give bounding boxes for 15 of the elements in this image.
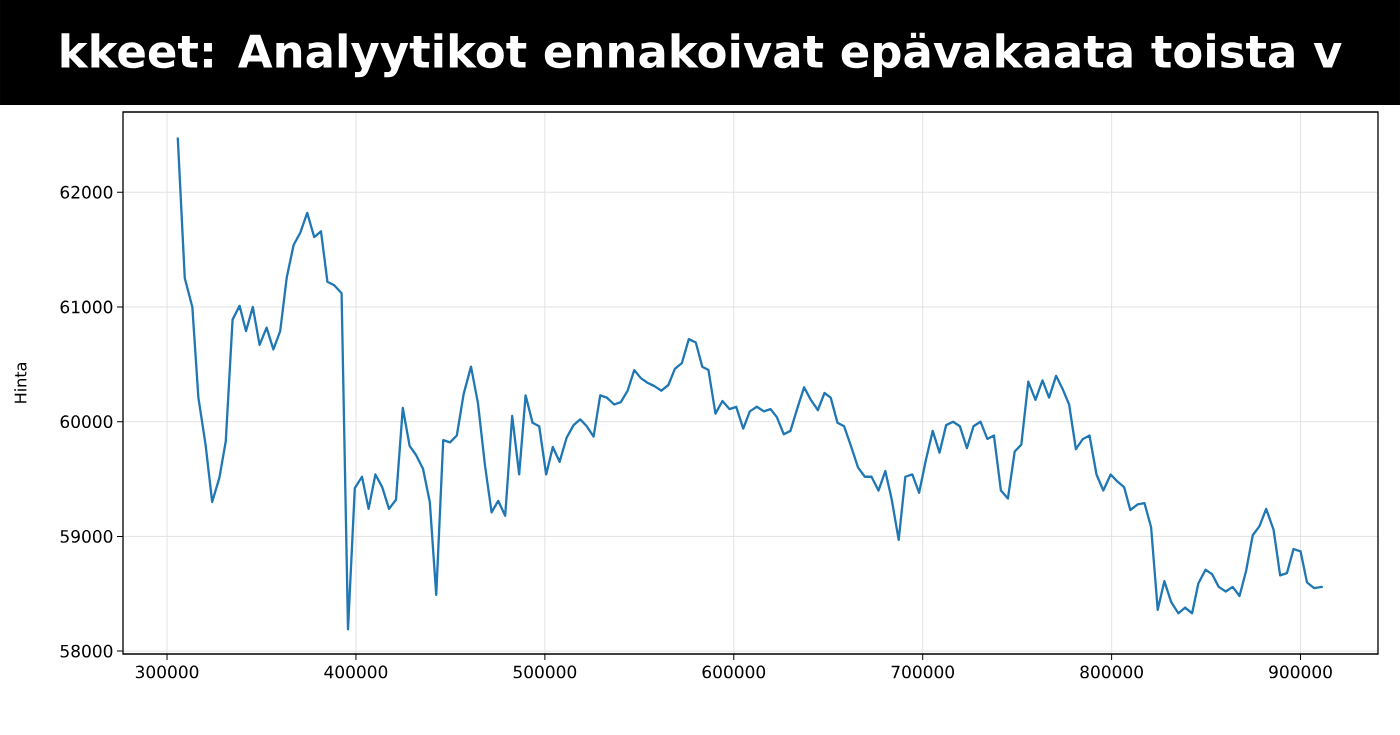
x-tick-label: 700000 bbox=[891, 665, 954, 679]
y-axis-title: Hinta bbox=[14, 363, 27, 403]
x-tick-label: 500000 bbox=[513, 665, 577, 679]
y-tick-label: 62000 bbox=[60, 185, 113, 199]
x-tick-label: 800000 bbox=[1080, 665, 1143, 679]
y-tick-label: 61000 bbox=[60, 300, 113, 314]
x-tick-label: 900000 bbox=[1269, 665, 1332, 679]
y-tick-label: 59000 bbox=[60, 529, 113, 543]
y-tick-label: 58000 bbox=[60, 644, 113, 658]
chart-title: kkeet: Analyytikot ennakoivat epävakaata toista v bbox=[61, 32, 1342, 78]
y-tick-label: 60000 bbox=[60, 415, 113, 429]
x-tick-label: 400000 bbox=[324, 665, 388, 679]
line-series bbox=[176, 137, 1324, 631]
x-tick-label: 300000 bbox=[135, 665, 199, 679]
x-tick-label: 600000 bbox=[702, 665, 766, 679]
